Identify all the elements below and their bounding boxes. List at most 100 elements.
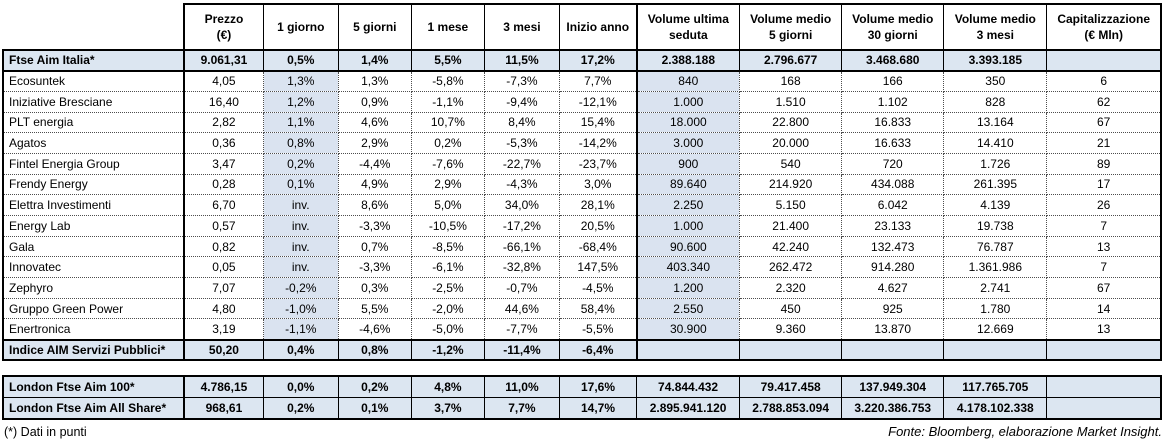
cell: 5,5%	[337, 297, 412, 320]
cell: 0,36	[183, 132, 264, 154]
table-row: Frendy Energy 0,28 0,1% 4,9% 2,9% -4,3% 3,0% 89…	[1, 173, 1163, 196]
cell: 3,19	[183, 318, 264, 341]
cell: 0,7%	[337, 235, 412, 258]
cell: 16.633	[841, 132, 945, 154]
row-label: London Ftse Aim 100*	[1, 375, 185, 399]
cell: 4.627	[841, 277, 945, 299]
cell: -6,1%	[410, 256, 485, 279]
table-row: Enertronica 3,19 -1,1% -4,6% -5,0% -7,7% -5,5%…	[1, 318, 1163, 341]
table-row: Energy Lab 0,57 inv. -3,3% -10,5% -17,2% 20,5%…	[1, 215, 1163, 237]
cell: 7	[1046, 215, 1163, 237]
row-label: Agatos	[1, 132, 185, 154]
cell	[841, 338, 945, 362]
cell: inv.	[262, 235, 339, 258]
table-row: London Ftse Aim All Share* 968,61 0,2% 0,1%…	[1, 397, 1163, 421]
column-header: Volume medio 5 giorni	[739, 3, 843, 51]
cell: 1,2%	[262, 90, 339, 113]
cell: 7,07	[183, 277, 264, 299]
cell: 0,1%	[262, 173, 339, 196]
cell: 2.250	[635, 194, 741, 216]
column-header: Volume medio 3 mesi	[943, 3, 1048, 51]
column-header-line: Volume medio	[750, 11, 832, 26]
cell: 7,7%	[558, 70, 638, 92]
column-header: 1 mese	[410, 3, 485, 51]
cell: 1.726	[943, 152, 1048, 175]
cell: -12,1%	[558, 90, 638, 113]
source-footnote: Fonte: Bloomberg, elaborazione Market In…	[888, 424, 1162, 439]
cell: 90.600	[635, 235, 741, 258]
cell: 117.765.705	[943, 375, 1048, 399]
cell	[943, 338, 1048, 362]
row-label: Ecosuntek	[1, 70, 185, 92]
cell: 12.669	[943, 318, 1048, 341]
cell: 3.393.185	[943, 49, 1048, 72]
cell: 26	[1046, 194, 1163, 216]
table-row: Gala 0,82 inv. 0,7% -8,5% -66,1% -68,4% 90.600 4…	[1, 235, 1163, 258]
cell: 450	[739, 297, 843, 320]
column-header-line: seduta	[668, 28, 708, 42]
cell: 4.139	[943, 194, 1048, 216]
cell: 30.900	[635, 318, 741, 341]
cell: 0,2%	[410, 132, 485, 154]
cell: 42.240	[739, 235, 843, 258]
table-row: Fintel Energia Group 3,47 0,2% -4,4% -7,6% -2…	[1, 152, 1163, 175]
cell: -2,0%	[410, 297, 485, 320]
cell: 18.000	[635, 111, 741, 134]
cell: 16,40	[183, 90, 264, 113]
cell: -3,3%	[337, 256, 412, 279]
cell: 10,7%	[410, 111, 485, 134]
cell: 14.410	[943, 132, 1048, 154]
column-header-line: 5 giorni	[768, 28, 813, 42]
cell: 67	[1046, 111, 1163, 134]
header-row: Prezzo (€) 1 giorno 5 giorni 1 mese 3 mesi Ini…	[3, 3, 1163, 51]
column-header-line: Inizio anno	[566, 19, 630, 34]
row-label: Gala	[1, 235, 185, 258]
cell: 214.920	[739, 173, 843, 196]
cell: 0,8%	[337, 338, 412, 362]
row-label: PLT energia	[1, 111, 185, 134]
cell: 1.200	[635, 277, 741, 299]
cell: 17,2%	[558, 49, 638, 72]
column-header: Prezzo (€)	[183, 3, 264, 51]
cell: -9,4%	[483, 90, 560, 113]
cell	[1046, 375, 1163, 399]
cell: 20.000	[739, 132, 843, 154]
cell: 914.280	[841, 256, 945, 279]
cell: 0,2%	[262, 152, 339, 175]
cell: 58,4%	[558, 297, 638, 320]
cell: 434.088	[841, 173, 945, 196]
cell	[1046, 49, 1163, 72]
cell: 22.800	[739, 111, 843, 134]
column-header: 1 giorno	[262, 3, 339, 51]
cell: 1.780	[943, 297, 1048, 320]
aim-italia-table: Prezzo (€) 1 giorno 5 giorni 1 mese 3 mesi Ini…	[1, 3, 1163, 362]
cell: 19.738	[943, 215, 1048, 237]
cell: -5,0%	[410, 318, 485, 341]
cell: -4,3%	[483, 173, 560, 196]
cell: 7	[1046, 256, 1163, 279]
cell: 4,9%	[337, 173, 412, 196]
column-header: Volume medio 30 giorni	[841, 3, 945, 51]
cell: inv.	[262, 215, 339, 237]
column-header-line: Prezzo	[204, 11, 244, 26]
cell: 0,2%	[262, 397, 339, 421]
cell: -22,7%	[483, 152, 560, 175]
cell: 968,61	[183, 397, 264, 421]
row-label: Elettra Investimenti	[1, 194, 185, 216]
cell: 2.788.853.094	[739, 397, 843, 421]
cell: 89.640	[635, 173, 741, 196]
cell: 9.360	[739, 318, 843, 341]
cell: -2,5%	[410, 277, 485, 299]
cell: 15,4%	[558, 111, 638, 134]
row-label: Fintel Energia Group	[1, 152, 185, 175]
cell: 0,4%	[262, 338, 339, 362]
cell: 13.870	[841, 318, 945, 341]
cell: -1,1%	[410, 90, 485, 113]
cell: 168	[739, 70, 843, 92]
cell: 2.796.677	[739, 49, 843, 72]
cell	[1046, 338, 1163, 362]
cell: 13.164	[943, 111, 1048, 134]
cell: -1,2%	[410, 338, 485, 362]
cell: 13	[1046, 235, 1163, 258]
cell: inv.	[262, 256, 339, 279]
